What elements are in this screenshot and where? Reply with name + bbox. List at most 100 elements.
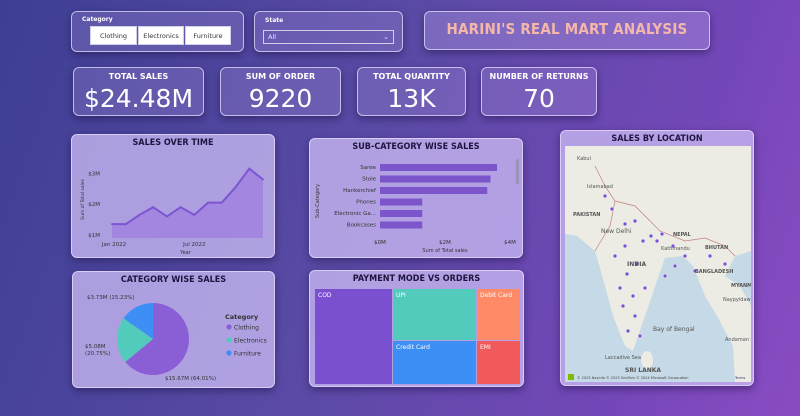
legend-label[interactable]: Furniture	[234, 351, 261, 358]
x-tick-label: $4M	[504, 240, 516, 246]
pie-data-label: $3.73M (15.23%)	[87, 295, 135, 301]
line-point	[166, 215, 168, 218]
category-option-clothing[interactable]: Clothing	[90, 26, 137, 45]
location-bubble[interactable]	[682, 253, 688, 259]
line-point	[124, 223, 127, 226]
map-land	[565, 146, 751, 351]
bar[interactable]	[380, 221, 423, 229]
sri-lanka-land	[641, 351, 653, 369]
bar[interactable]	[380, 175, 491, 183]
area-fill	[112, 168, 263, 238]
sales-by-location-card[interactable]: SALES BY LOCATION Kabul Islamabad PAKISTAN…	[560, 130, 754, 386]
location-bubble[interactable]	[672, 263, 678, 269]
legend-label[interactable]: Electronics	[234, 338, 267, 345]
state-dropdown-value: All	[268, 33, 277, 41]
treemap-tile[interactable]	[315, 289, 392, 384]
kpi-sum-of-order: SUM OF ORDER 9220	[220, 67, 341, 116]
location-bubble[interactable]	[662, 273, 668, 279]
legend-label[interactable]: Clothing	[234, 325, 259, 332]
chart-title: SALES OVER TIME	[132, 138, 214, 148]
location-bubble[interactable]	[654, 238, 660, 244]
map-place-label: PAKISTAN	[573, 212, 601, 218]
kpi-label: TOTAL SALES	[108, 72, 169, 81]
subcategory-sales-card[interactable]: SUB-CATEGORY WISE SALES Saree Stole Hanker…	[309, 138, 523, 258]
location-bubble[interactable]	[609, 206, 615, 212]
line-point	[262, 178, 264, 181]
india-map[interactable]: Kabul Islamabad PAKISTAN New Delhi NEPAL Kath…	[565, 146, 751, 382]
kpi-label: TOTAL QUANTITY	[373, 72, 450, 81]
legend-marker[interactable]	[226, 324, 232, 330]
pie-data-label: $15.67M (64.01%)	[165, 376, 216, 382]
map-terms-link[interactable]: Terms	[734, 376, 745, 380]
location-bubble[interactable]	[622, 243, 628, 249]
map-place-label: Andaman Se	[725, 337, 751, 343]
map-place-label: Islamabad	[587, 184, 613, 190]
location-bubble[interactable]	[624, 271, 630, 277]
line-point	[152, 206, 155, 209]
state-dropdown[interactable]: All ⌄	[263, 30, 394, 44]
map-place-label: INDIA	[627, 261, 646, 268]
sales-over-time-card[interactable]: SALES OVER TIME $1M $2M $3M Jan 2022 Jul 202…	[71, 134, 275, 258]
location-bubble[interactable]	[642, 285, 648, 291]
location-bubble[interactable]	[692, 268, 698, 274]
treemap-tile[interactable]	[477, 289, 520, 340]
payment-mode-card[interactable]: PAYMENT MODE VS ORDERS COD UPI Debit Card C…	[309, 270, 524, 387]
pie-slice[interactable]	[117, 318, 153, 362]
location-bubble[interactable]	[670, 243, 676, 249]
location-bubble[interactable]	[707, 253, 713, 259]
location-bubble[interactable]	[625, 328, 631, 334]
map-place-label: BANGLADESH	[695, 269, 733, 275]
line-point	[111, 223, 113, 226]
location-bubble[interactable]	[630, 293, 636, 299]
page-title: HARINI'S REAL MART ANALYSIS	[446, 20, 688, 38]
map-place-label: New Delhi	[601, 228, 632, 235]
location-bubble[interactable]	[640, 238, 646, 244]
location-bubble[interactable]	[622, 221, 628, 227]
location-bubble[interactable]	[637, 333, 643, 339]
bar[interactable]	[380, 187, 488, 194]
category-sales-card[interactable]: CATEGORY WISE SALES $15.67M (64.01%) $5.0…	[72, 271, 275, 388]
treemap-label: Credit Card	[396, 344, 430, 351]
pie-slice[interactable]	[123, 303, 153, 339]
legend-marker[interactable]	[226, 350, 232, 356]
location-bubble[interactable]	[648, 233, 654, 239]
map-border	[594, 165, 736, 257]
pie-data-label: $5.08M	[85, 344, 106, 350]
kpi-label: SUM OF ORDER	[245, 72, 316, 81]
treemap-tile[interactable]	[393, 289, 476, 340]
pie-data-label: (20.75%)	[85, 351, 110, 357]
location-bubble[interactable]	[632, 313, 638, 319]
location-bubble[interactable]	[659, 231, 665, 237]
pie-slice[interactable]	[125, 303, 189, 375]
map-place-label: BHUTAN	[705, 245, 728, 251]
location-bubble[interactable]	[602, 193, 608, 199]
x-tick-label: Jul 2022	[182, 242, 205, 248]
x-axis-title: Year	[179, 250, 192, 256]
line-point	[179, 206, 182, 209]
state-slicer: State All ⌄	[254, 11, 403, 52]
location-bubble[interactable]	[634, 261, 640, 267]
category-option-furniture[interactable]: Furniture	[185, 26, 231, 45]
map-title: SALES BY LOCATION	[611, 134, 703, 144]
scrollbar-thumb[interactable]	[516, 159, 519, 184]
location-bubble[interactable]	[612, 253, 618, 259]
treemap-tile[interactable]	[477, 341, 520, 384]
line-point	[234, 186, 237, 189]
bar[interactable]	[380, 198, 423, 206]
bar-category-label: Stole	[362, 177, 377, 183]
chart-title: PAYMENT MODE VS ORDERS	[352, 274, 481, 284]
map-land	[705, 276, 751, 382]
treemap-label: COD	[318, 292, 332, 299]
category-option-electronics[interactable]: Electronics	[138, 26, 184, 45]
location-bubble[interactable]	[632, 218, 638, 224]
bar[interactable]	[380, 210, 423, 217]
y-tick-label: $1M	[88, 233, 100, 239]
bar[interactable]	[380, 164, 497, 171]
location-bubble[interactable]	[722, 261, 728, 267]
treemap-tile[interactable]	[393, 341, 476, 384]
legend-marker[interactable]	[226, 337, 232, 343]
location-bubble[interactable]	[620, 303, 626, 309]
line-point	[220, 201, 223, 204]
map-place-label: Laccadive Sea	[605, 355, 641, 361]
location-bubble[interactable]	[617, 285, 623, 291]
